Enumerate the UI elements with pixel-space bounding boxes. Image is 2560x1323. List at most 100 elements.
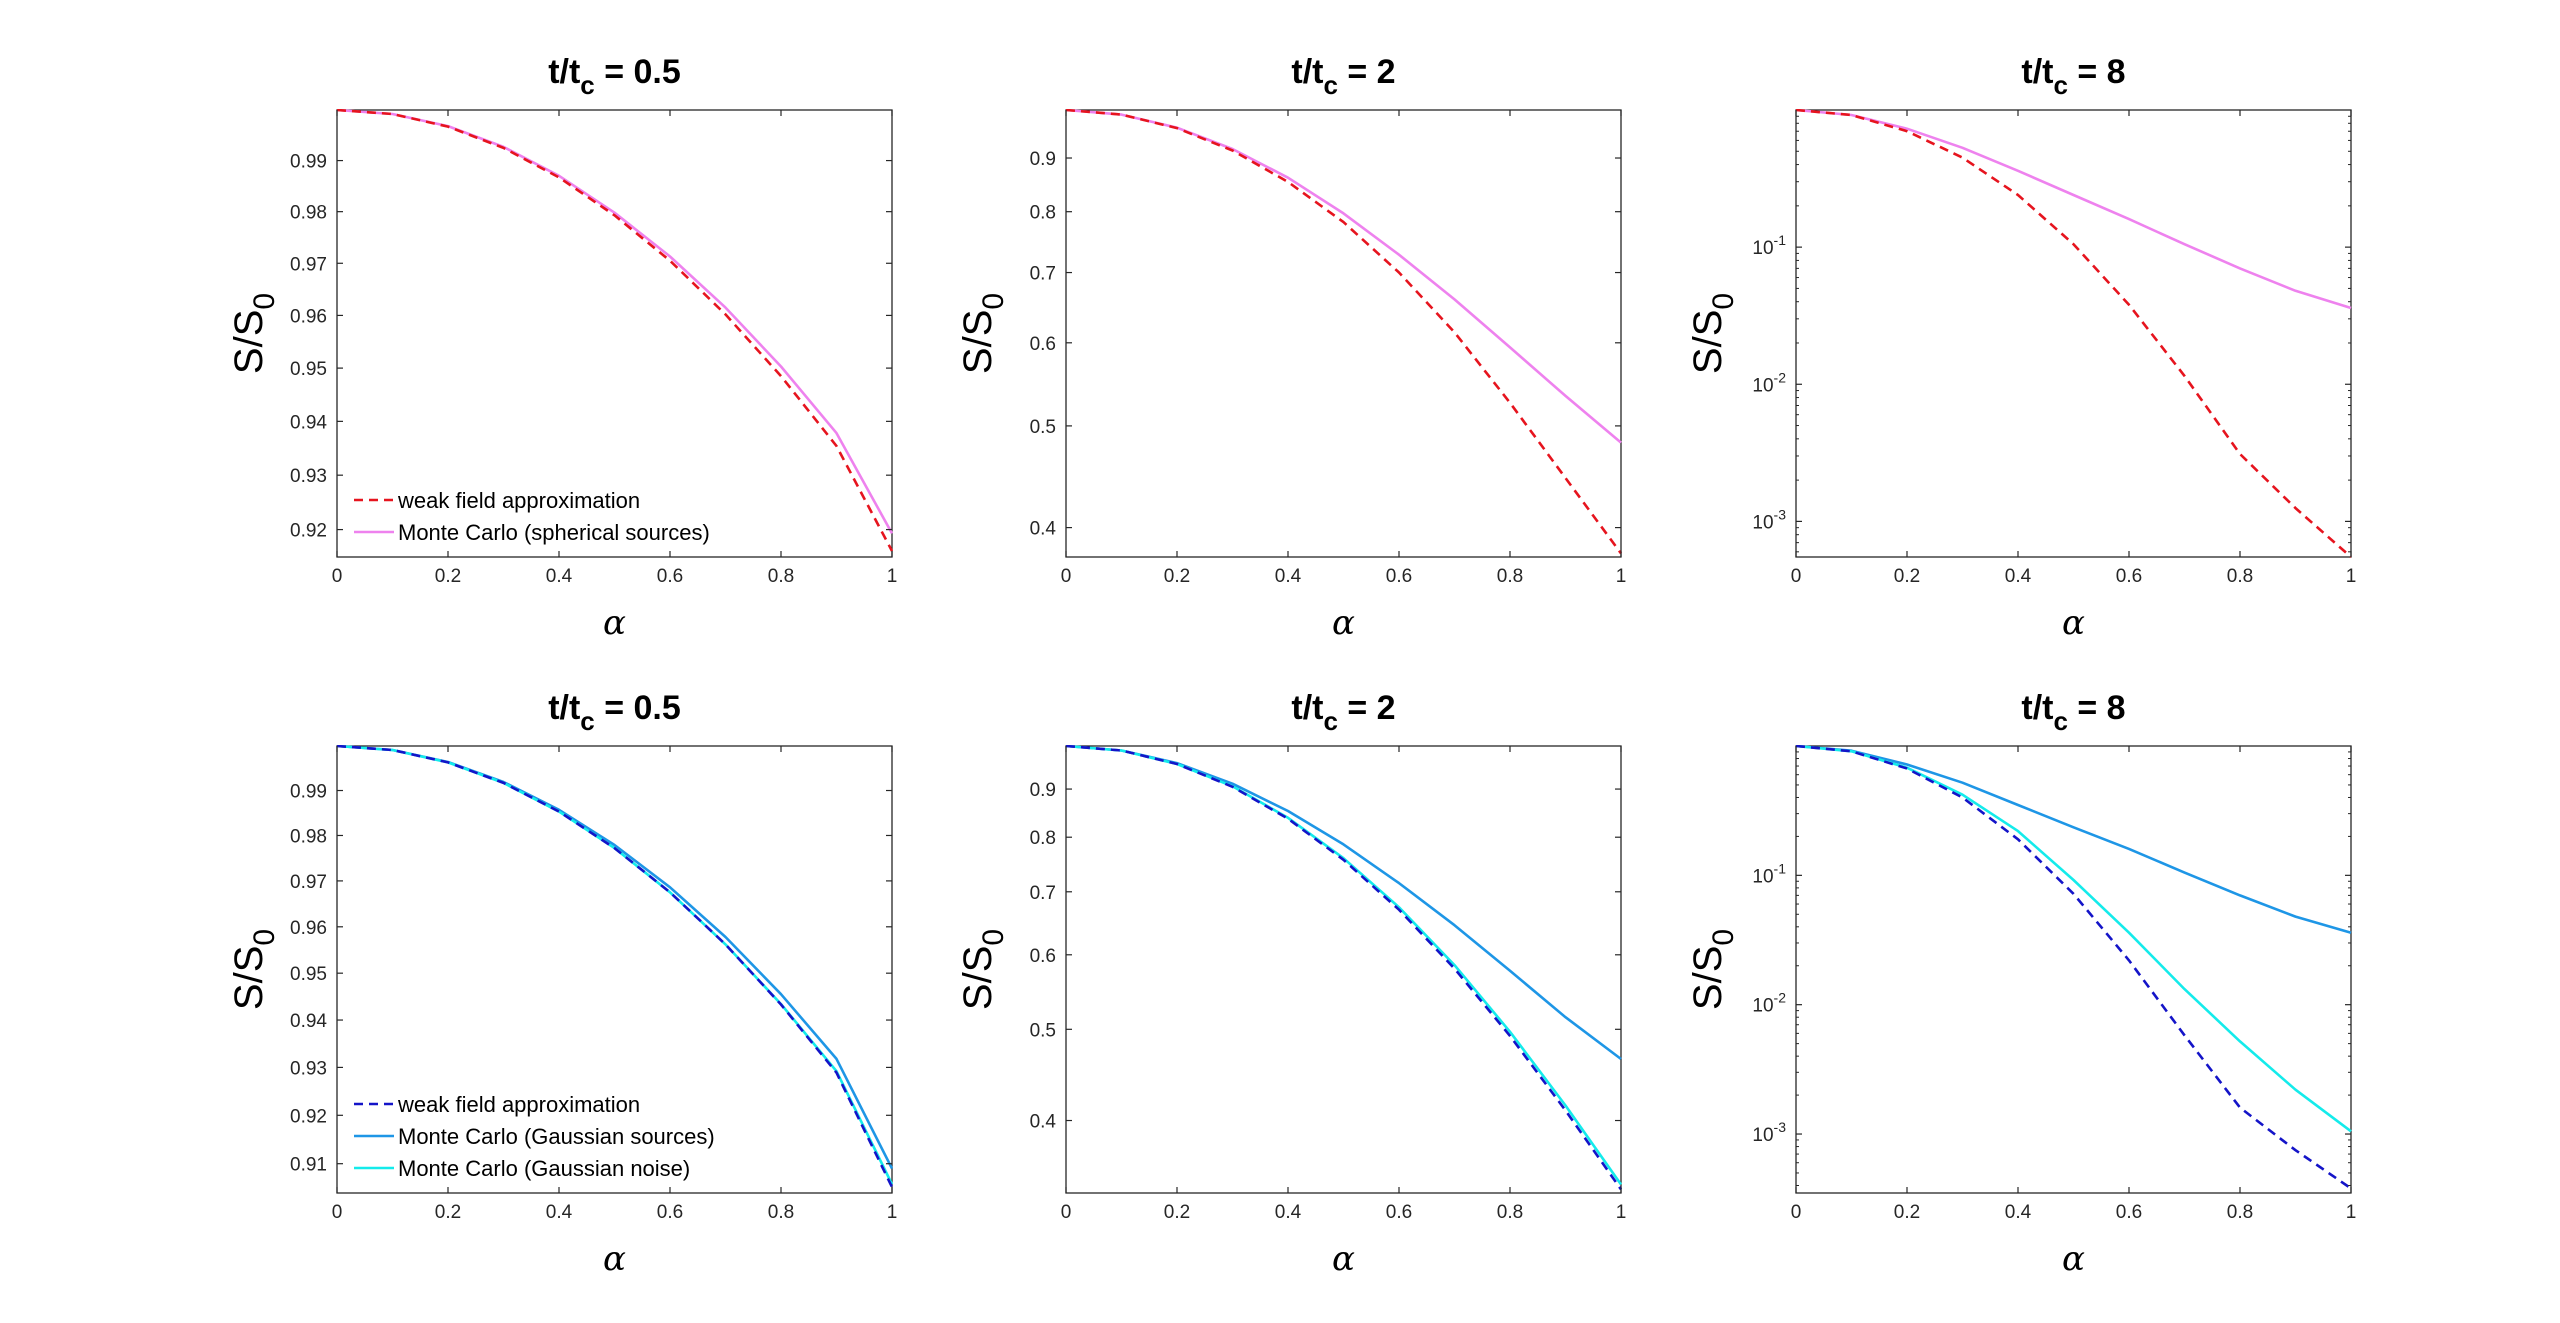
y-axis-label: S/S0 [1686,293,1740,374]
x-axis-label: α [1332,1239,1355,1279]
y-tick-label-exponent: -2 [1774,990,1787,1006]
x-axis-label: α [1332,603,1355,643]
y-tick-label: 0.9 [1030,149,1056,170]
y-tick-label-base: 10 [1752,512,1773,533]
x-tick-label: 0.6 [2116,1202,2142,1223]
y-tick-label-exponent: -3 [1774,1119,1787,1135]
panel-title: t/tc = 8 [2021,53,2125,100]
y-axis-label: S/S0 [1686,929,1740,1010]
y-tick-label-exponent: -2 [1774,369,1787,385]
y-tick-label: 0.5 [1030,417,1056,438]
title-subscript: c [2053,70,2067,100]
y-tick-label: 0.96 [290,918,327,939]
axes-box [1065,109,1622,558]
y-label-subscript: 0 [248,929,281,946]
x-tick-label: 0 [1061,1202,1072,1223]
y-tick-label: 0.98 [290,203,327,224]
legend-label: Monte Carlo (spherical sources) [398,520,710,545]
x-tick-label: 0.6 [657,566,683,587]
y-tick-label: 0.4 [1030,1112,1057,1133]
axes-box [336,109,893,558]
series-line-2 [1796,109,2352,310]
x-tick-label: 0.4 [546,566,573,587]
y-tick-label: 0.8 [1030,828,1056,849]
y-tick-label: 0.96 [290,306,327,327]
y-tick-label: 10-1 [1752,232,1786,259]
y-tick-label: 0.92 [290,521,327,542]
plot-lines [1796,109,2352,558]
y-axis-label: S/S0 [956,293,1010,374]
x-tick-label: 0 [332,566,343,587]
y-axis-label: S/S0 [227,293,281,374]
y-tick-label-base: 10 [1752,238,1773,259]
y-label-subscript: 0 [1707,929,1740,946]
series-line-1 [337,745,893,1188]
chart-panel-6: 0 0.2 0.4 0.6 0.8 110-310-210-1t/tc = 8αS/S0 [1686,689,2356,1279]
panel-title: t/tc = 0.5 [548,53,681,100]
y-tick-label: 0.97 [290,872,327,893]
x-axis-label: α [2062,1239,2085,1279]
title-subscript: c [580,706,594,736]
title-value: = 8 [2068,689,2126,727]
series-line-2 [1796,745,2352,934]
y-tick-label: 0.7 [1030,883,1056,904]
y-tick-label: 0.9 [1030,780,1056,801]
x-tick-label: 0.6 [657,1202,683,1223]
y-tick-label: 10-3 [1752,506,1786,533]
y-tick-label: 0.99 [290,152,327,173]
x-tick-label: 0.8 [2227,566,2253,587]
y-label-subscript: 0 [1707,293,1740,310]
title-subscript: c [1323,70,1337,100]
y-axis-label: S/S0 [956,929,1010,1010]
y-tick-label-exponent: -1 [1774,232,1787,248]
y-label-main: S/S [1686,946,1730,1010]
chart-panel-3: 0 0.2 0.4 0.6 0.8 110-310-210-1t/tc = 8αS/S0 [1686,53,2356,643]
x-tick-label: 1 [887,566,898,587]
y-tick-label: 0.98 [290,826,327,847]
y-label-main: S/S [956,946,1000,1010]
series-line-1 [1066,109,1622,555]
series-line-1 [1796,109,2352,558]
x-tick-label: 0.4 [1275,566,1302,587]
x-tick-label: 0.8 [1497,566,1523,587]
y-tick-label: 0.8 [1030,203,1056,224]
plot-lines [337,745,893,1188]
y-tick-label: 0.91 [290,1155,327,1176]
panel-title: t/tc = 2 [1291,689,1395,736]
title-value: = 2 [1338,53,1396,91]
chart-panel-4: 0 0.2 0.4 0.6 0.8 1 0.91 0.92 0.93 0.94 0.95 0.96 0.… [227,689,897,1279]
chart-panel-2: 0 0.2 0.4 0.6 0.8 1 0.4 0.5 0.6 0.7 0.8 0.9 t/tc = 2… [956,53,1626,643]
x-tick-label: 0.4 [2005,1202,2032,1223]
panel-title: t/tc = 2 [1291,53,1395,100]
y-tick-label: 0.7 [1030,264,1056,285]
y-tick-label: 10-3 [1752,1119,1786,1146]
x-tick-label: 0.2 [1894,1202,1920,1223]
title-value: = 8 [2068,53,2126,91]
title-value: = 0.5 [595,53,681,91]
x-tick-label: 0.2 [435,1202,461,1223]
title-value: = 2 [1338,689,1396,727]
y-tick-label-base: 10 [1752,1125,1773,1146]
y-label-main: S/S [227,946,271,1010]
y-tick-label: 10-2 [1752,369,1786,396]
x-axis-label: α [603,1239,626,1279]
axes-box [1065,745,1622,1194]
y-tick-label: 0.95 [290,359,327,380]
x-tick-label: 0 [1791,566,1802,587]
series-line-1 [337,109,893,552]
y-tick-label: 0.94 [290,412,327,433]
x-tick-label: 0 [332,1202,343,1223]
title-value: = 0.5 [595,689,681,727]
y-tick-label-base: 10 [1752,996,1773,1017]
axes-box [1795,109,2352,558]
title-prefix: t/t [2021,53,2053,91]
y-tick-label-exponent: -1 [1774,860,1787,876]
y-tick-label: 0.6 [1030,334,1056,355]
y-tick-label: 10-1 [1752,860,1786,887]
axes-box [336,745,893,1194]
title-prefix: t/t [1291,689,1323,727]
legend-label: Monte Carlo (Gaussian noise) [398,1156,690,1181]
y-tick-label: 0.4 [1030,519,1057,540]
